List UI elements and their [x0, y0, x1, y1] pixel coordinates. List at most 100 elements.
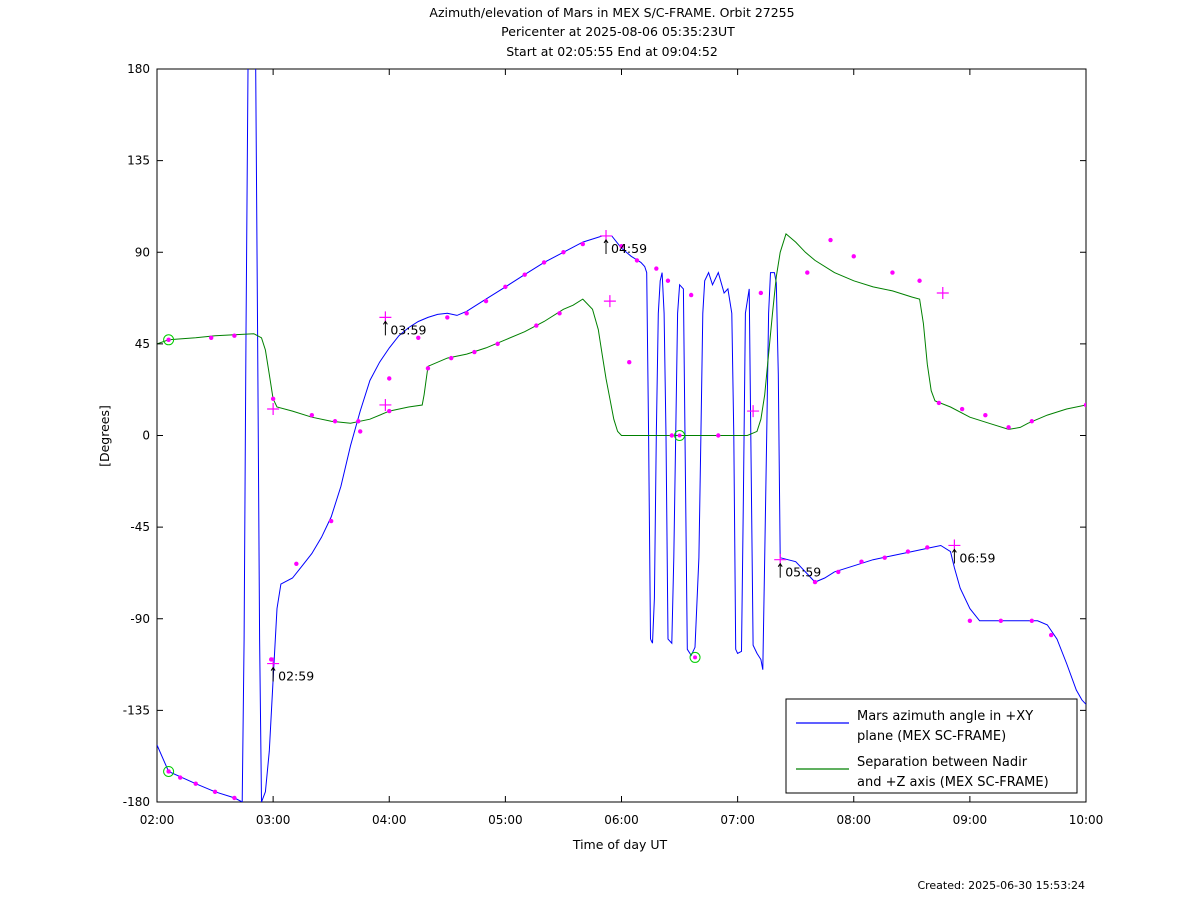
series-1-dot-marker [416, 335, 421, 340]
series-1-line-segment [1081, 699, 1086, 705]
y-tick-label: 45 [135, 337, 150, 351]
series-2-dot-marker [1029, 419, 1035, 424]
series-2-dot-marker [472, 349, 477, 355]
chart-title-line-1: Azimuth/elevation of Mars in MEX S/C-FRA… [429, 5, 794, 20]
annotation-label: 05:59 [785, 565, 821, 580]
series-1-circle-dot [693, 655, 698, 660]
chart-title-line-2: Pericenter at 2025-08-06 05:35:23UT [501, 24, 735, 39]
series-1-dot-marker [268, 657, 274, 662]
series-2-dot-marker [917, 278, 922, 283]
y-tick-label: -180 [123, 795, 150, 809]
series-2-dot-marker [534, 323, 539, 328]
series-2-dot-marker [387, 408, 392, 414]
annotation-label: 03:59 [390, 322, 426, 337]
series-1-dot-marker [859, 559, 864, 564]
series-1-dot-marker [387, 376, 392, 381]
series-2-dot-marker [716, 433, 721, 438]
series-1-dot-marker [178, 775, 183, 780]
series-2-circle-marker [674, 430, 686, 441]
series-2-dot-marker [983, 412, 988, 418]
annotation-arrow [382, 320, 388, 336]
series-1-dot-marker [967, 618, 973, 623]
legend-label-2: Separation between Nadir [857, 755, 1028, 770]
series-1-dot-marker [464, 311, 469, 316]
annotation-arrow [951, 548, 957, 564]
chart-title-line-3: Start at 02:05:55 End at 09:04:52 [506, 44, 718, 59]
series-1-dot-marker [905, 549, 911, 554]
series-1-dot-marker [232, 795, 237, 801]
annotation-arrow [270, 666, 276, 682]
series-2-dot-marker [495, 341, 500, 347]
series-1-dot-marker [561, 250, 566, 255]
x-tick-label: 10:00 [1069, 813, 1104, 827]
y-tick-label: -90 [130, 612, 150, 626]
annotation-label: 06:59 [959, 550, 995, 565]
x-tick-label: 03:00 [256, 813, 291, 827]
series-2-dot-marker [356, 419, 361, 424]
series-1-dot-marker [925, 545, 930, 550]
series-1-dot-marker [654, 266, 659, 271]
y-tick-label: -135 [123, 703, 150, 717]
series-1-circle-marker [689, 651, 701, 663]
series-2-dot-marker [557, 311, 562, 316]
annotation-label: 04:59 [611, 241, 647, 256]
y-tick-label: 135 [127, 154, 150, 168]
series-2-dot-marker [890, 270, 895, 275]
series-2-dot-marker [1161, 403, 1165, 407]
x-tick-label: 05:00 [488, 813, 523, 827]
y-tick-label: 0 [142, 429, 150, 443]
legend-box [785, 698, 1078, 794]
series-1-dot-marker [503, 284, 508, 290]
series-1-dot-marker [634, 258, 640, 263]
legend-label-1: plane (MEX SC-FRAME) [857, 729, 1006, 744]
series-2-dot-marker [309, 412, 315, 418]
series-1-dot-marker [665, 278, 671, 283]
series-2-dot-marker [828, 237, 833, 243]
series-1-dot-marker [758, 290, 764, 296]
series-2-circle-dot [166, 337, 171, 342]
x-tick-label: 09:00 [953, 813, 988, 827]
series-1-dot-marker [541, 260, 547, 265]
x-tick-label: 02:00 [140, 813, 175, 827]
series-2-dot-marker [959, 406, 965, 412]
legend: Mars azimuth angle in +XY plane (MEX SC-F… [785, 698, 1078, 794]
x-tick-label: 04:00 [372, 813, 407, 827]
series-2-dot-marker [1188, 372, 1192, 376]
series-1-dot-marker [812, 579, 818, 585]
x-tick-label: 08:00 [836, 813, 871, 827]
y-tick-label: -45 [130, 520, 150, 534]
legend-label-1: Mars azimuth angle in +XY [857, 709, 1033, 724]
series-2-dot-marker [851, 254, 856, 259]
series-2-dot-marker [669, 433, 675, 438]
series-2-dot-marker [208, 335, 214, 340]
series-2-cross-marker [747, 405, 760, 418]
time-annotation: 05:59 [777, 562, 821, 580]
series-1-dot-marker [688, 292, 694, 298]
tick-layer: 02:00 03:00 04:00 05:00 06:00 07:00 08:00 09:00… [123, 62, 1104, 827]
series-2-cross-marker [1107, 403, 1119, 415]
series-1-dot-marker [580, 241, 585, 247]
series-2-cross-marker [603, 295, 616, 308]
series-1-line-segment [241, 69, 249, 802]
series-2-dot-marker [1111, 403, 1115, 407]
series-2-circle-dot [677, 433, 682, 438]
series-2-dot-marker [270, 396, 276, 402]
annotation-arrow [777, 562, 783, 578]
marker-layer [163, 229, 1192, 801]
series-1-dot-marker [998, 618, 1004, 623]
y-tick-label: 90 [135, 245, 150, 259]
series-1-dot-marker [358, 429, 363, 434]
series-1-dot-marker [1029, 618, 1035, 623]
time-annotation: 02:59 [270, 666, 314, 684]
series-2-dot-marker [425, 366, 431, 371]
x-tick-label: 06:00 [604, 813, 639, 827]
series-2-dot-marker [805, 270, 810, 275]
series-2-dot-marker [627, 360, 632, 365]
series-2-dot-marker [1083, 402, 1086, 408]
series-1-dot-marker [522, 272, 527, 277]
series-1-line-segment [650, 271, 781, 670]
series-2-cross-marker [267, 403, 280, 416]
series-1-line-segment [255, 69, 262, 802]
